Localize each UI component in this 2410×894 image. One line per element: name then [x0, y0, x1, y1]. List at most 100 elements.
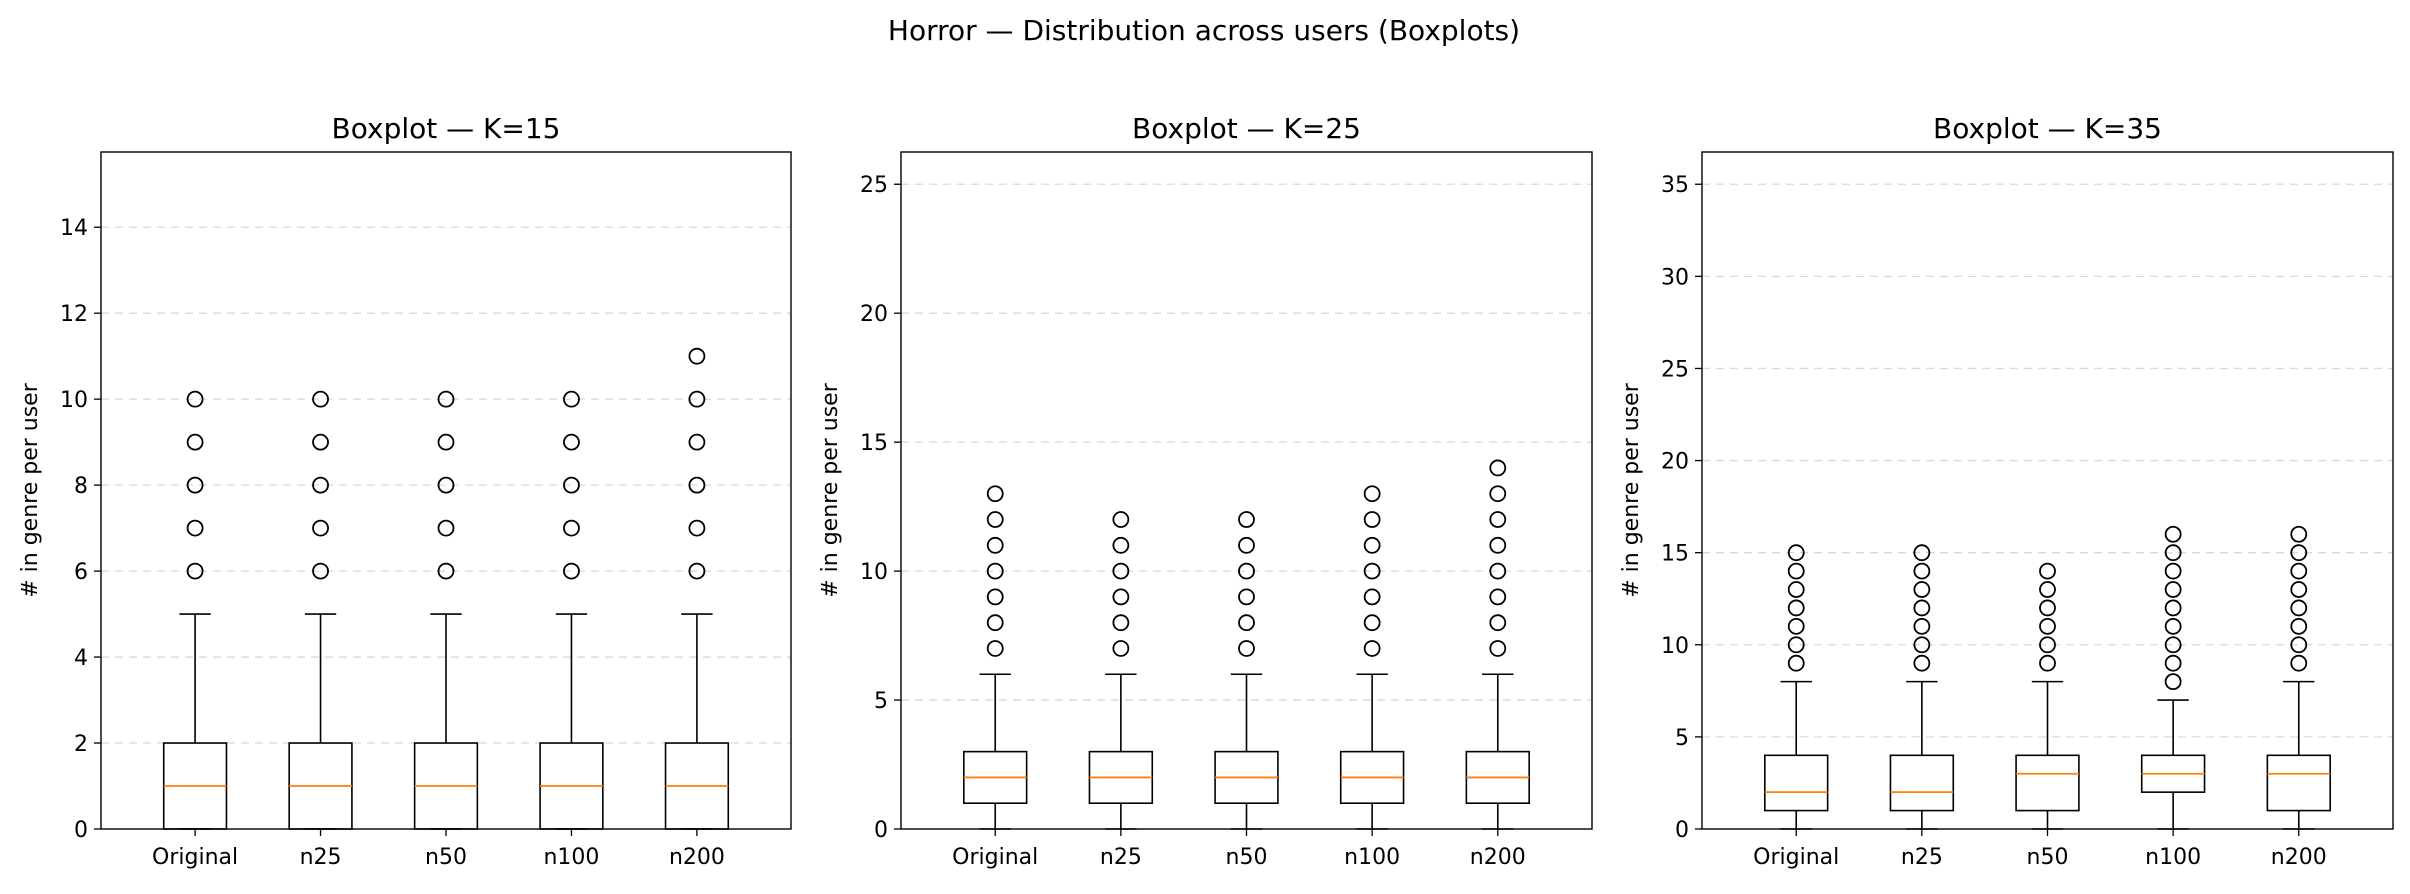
outlier-point [688, 390, 706, 408]
y-tick-label: 12 [60, 302, 88, 327]
outlier-point [563, 433, 580, 451]
outlier-point [1112, 640, 1130, 657]
outlier-point [1913, 599, 1931, 617]
y-tick-label: 14 [60, 216, 88, 241]
outlier-point [2164, 654, 2182, 672]
y-tick-label: 20 [860, 302, 888, 327]
iqr-box [2015, 754, 2080, 812]
outlier-point [986, 562, 1004, 580]
outlier-point [312, 433, 329, 451]
panel-title: Boxplot — K=35 [1933, 112, 2162, 145]
outlier-point [563, 519, 580, 537]
outlier-point [1363, 588, 1381, 606]
outlier-point [1489, 588, 1507, 606]
outlier-point [2164, 599, 2182, 617]
chart-panel-2: 0 5 10 15 20 25 Original n25 n50 n100 n200 Boxplot … [818, 112, 1593, 870]
outlier-point [2164, 525, 2182, 543]
outlier-point [563, 476, 580, 494]
x-tick-label: n25 [1100, 845, 1142, 870]
axes-frame [100, 151, 792, 830]
box-n100 [539, 390, 604, 830]
axes-frame [900, 151, 1593, 830]
outlier-point [312, 519, 329, 537]
outlier-point [986, 588, 1004, 606]
outlier-point [1913, 581, 1931, 598]
outlier-point [986, 640, 1004, 657]
iqr-box [1889, 754, 1955, 812]
outlier-point [2290, 581, 2308, 598]
outlier-point [2164, 673, 2182, 691]
y-tick-label: 0 [74, 818, 88, 843]
box-Original [963, 485, 1028, 830]
outlier-point [563, 562, 580, 580]
outlier-point [1363, 511, 1381, 528]
box-Original [162, 390, 228, 830]
figure-title: Horror — Distribution across users (Boxp… [888, 14, 1520, 47]
outlier-point [437, 390, 455, 408]
outlier-point [2164, 581, 2182, 598]
outlier-point [186, 562, 204, 580]
outlier-point [986, 485, 1004, 503]
outlier-point [1363, 614, 1381, 632]
x-tick-label: n50 [425, 845, 467, 870]
x-tick-label: n200 [2271, 845, 2327, 870]
outlier-point [1112, 588, 1130, 606]
outlier-point [437, 476, 455, 494]
outlier-point [1787, 636, 1805, 654]
outlier-point [2290, 654, 2308, 672]
outlier-point [1112, 562, 1130, 580]
outlier-point [1238, 588, 1255, 606]
y-tick-label: 0 [1675, 818, 1689, 843]
outlier-point [1787, 654, 1805, 672]
outlier-point [2039, 599, 2056, 617]
outlier-point [1238, 562, 1255, 580]
outlier-point [1489, 459, 1507, 477]
outlier-point [1787, 544, 1805, 562]
outlier-point [2290, 562, 2308, 580]
outlier-point [688, 347, 706, 365]
outlier-point [2290, 636, 2308, 654]
y-tick-label: 0 [874, 818, 888, 843]
x-tick-label: Original [152, 845, 238, 870]
outlier-point [1238, 614, 1255, 632]
outlier-point [1787, 599, 1805, 617]
box-n25 [1088, 511, 1154, 830]
outlier-point [2164, 544, 2182, 562]
x-tick-label: Original [952, 845, 1038, 870]
outlier-point [986, 614, 1004, 632]
box-n50 [1214, 511, 1279, 830]
box-n25 [1889, 544, 1955, 830]
outlier-point [986, 536, 1004, 554]
outlier-point [2164, 562, 2182, 580]
outlier-point [1489, 562, 1507, 580]
outlier-point [1238, 511, 1255, 528]
x-tick-label: n100 [543, 845, 599, 870]
y-tick-label: 25 [860, 173, 888, 198]
y-tick-label: 2 [74, 732, 88, 757]
box-n200 [2266, 525, 2331, 830]
outlier-point [186, 390, 204, 408]
outlier-point [2164, 636, 2182, 654]
x-tick-label: n200 [669, 845, 725, 870]
outlier-point [312, 390, 329, 408]
outlier-point [2290, 525, 2308, 543]
y-tick-label: 6 [74, 560, 88, 585]
outlier-point [2290, 599, 2308, 617]
outlier-point [1913, 617, 1931, 635]
outlier-point [986, 511, 1004, 528]
x-tick-label: n50 [2027, 845, 2069, 870]
outlier-point [688, 519, 706, 537]
x-tick-label: n200 [1470, 845, 1526, 870]
x-tick-label: n100 [2145, 845, 2201, 870]
outlier-point [1913, 544, 1931, 562]
outlier-point [1112, 511, 1130, 528]
x-tick-label: n25 [300, 845, 342, 870]
box-n50 [2015, 562, 2080, 830]
outlier-point [1913, 654, 1931, 672]
chart-panel-1: 0 2 4 6 8 10 12 14 Original n25 n50 n100 n200 Boxplot… [18, 112, 792, 870]
outlier-point [1787, 581, 1805, 598]
outlier-point [2039, 636, 2056, 654]
outlier-point [2039, 581, 2056, 598]
